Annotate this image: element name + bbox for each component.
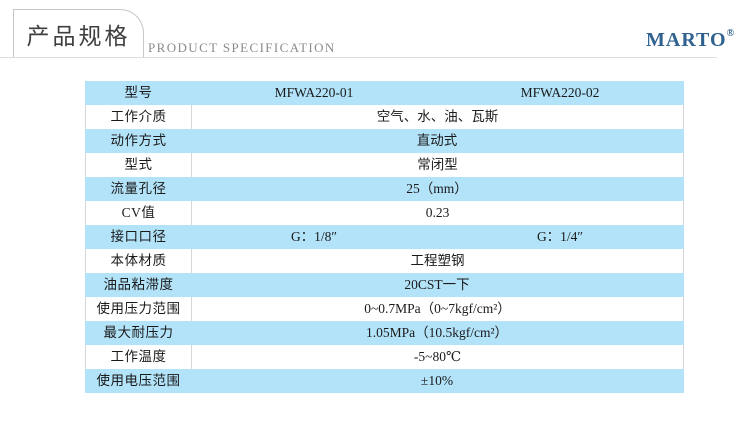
row-value: G：1/4″ (536, 229, 584, 245)
row-label: CV值 (86, 201, 192, 225)
row-label: 接口口径 (110, 229, 167, 245)
page-subtitle: PRODUCT SPECIFICATION (148, 40, 336, 55)
row-value: 1.05MPa（10.5kgf/cm²） (365, 325, 509, 341)
row-value: ±10% (420, 373, 454, 389)
table-row: 工作温度 -5~80℃ (85, 345, 684, 369)
table-row: 使用压力范围 0~0.7MPa（0~7kgf/cm²） (85, 297, 684, 321)
row-value: 直动式 (416, 133, 458, 149)
page-title: 产品规格 (26, 24, 131, 49)
spec-table: 型号 MFWA220-01 MFWA220-02 工作介质 空气、水、油、瓦斯动作方式 直… (85, 81, 684, 393)
row-label: 最大耐压力 (103, 325, 174, 341)
row-value: 25（mm） (406, 181, 468, 197)
row-label: 使用压力范围 (86, 297, 192, 321)
row-label: 工作温度 (86, 345, 192, 369)
row-value: 工程塑钢 (410, 253, 465, 269)
brand-logo: MARTO® (646, 29, 735, 52)
table-row: 工作介质 空气、水、油、瓦斯 (85, 105, 684, 129)
table-row: 型式 常闭型 (85, 153, 684, 177)
row-label: 本体材质 (86, 249, 192, 273)
table-row: CV值 0.23 (85, 201, 684, 225)
row-label: 型式 (86, 153, 192, 177)
row-value: MFWA220-01 (274, 85, 354, 101)
table-row: 动作方式 直动式 (85, 129, 684, 153)
table-row: 流量孔径 25（mm） (85, 177, 684, 201)
row-label: 流量孔径 (110, 181, 167, 197)
row-value: 0~0.7MPa（0~7kgf/cm²） (364, 301, 511, 317)
row-label: 工作介质 (86, 105, 192, 129)
row-label: 使用电压范围 (96, 373, 181, 389)
row-label: 油品粘滞度 (103, 277, 174, 293)
table-row: 型号 MFWA220-01 MFWA220-02 (85, 81, 684, 105)
table-row: 最大耐压力 1.05MPa（10.5kgf/cm²） (85, 321, 684, 345)
registered-mark: ® (726, 28, 736, 39)
table-row: 使用电压范围 ±10% (85, 369, 684, 393)
row-value: 0.23 (425, 205, 450, 221)
table-row: 接口口径 G：1/8″ G：1/4″ (85, 225, 684, 249)
row-label: 型号 (124, 85, 153, 101)
table-row: 本体材质 工程塑钢 (85, 249, 684, 273)
row-value: 常闭型 (417, 157, 458, 173)
brand-name: MARTO (646, 29, 727, 51)
table-row: 油品粘滞度 20CST一下 (85, 273, 684, 297)
row-value: MFWA220-02 (520, 85, 600, 101)
header-divider (0, 57, 717, 58)
row-value: -5~80℃ (413, 349, 462, 365)
row-value: 20CST一下 (404, 277, 470, 293)
row-value: 空气、水、油、瓦斯 (376, 109, 499, 125)
row-label: 动作方式 (110, 133, 167, 149)
section-tab: 产品规格 (13, 9, 144, 58)
row-value: G：1/8″ (290, 229, 338, 245)
